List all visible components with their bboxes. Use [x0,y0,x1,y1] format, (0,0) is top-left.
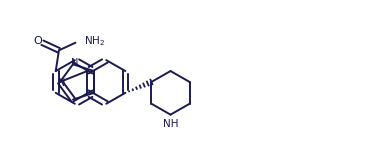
Text: N: N [71,58,78,68]
Text: NH: NH [163,119,178,129]
Text: NH$_2$: NH$_2$ [84,34,105,48]
Text: O: O [33,36,42,46]
Text: N: N [58,78,66,88]
